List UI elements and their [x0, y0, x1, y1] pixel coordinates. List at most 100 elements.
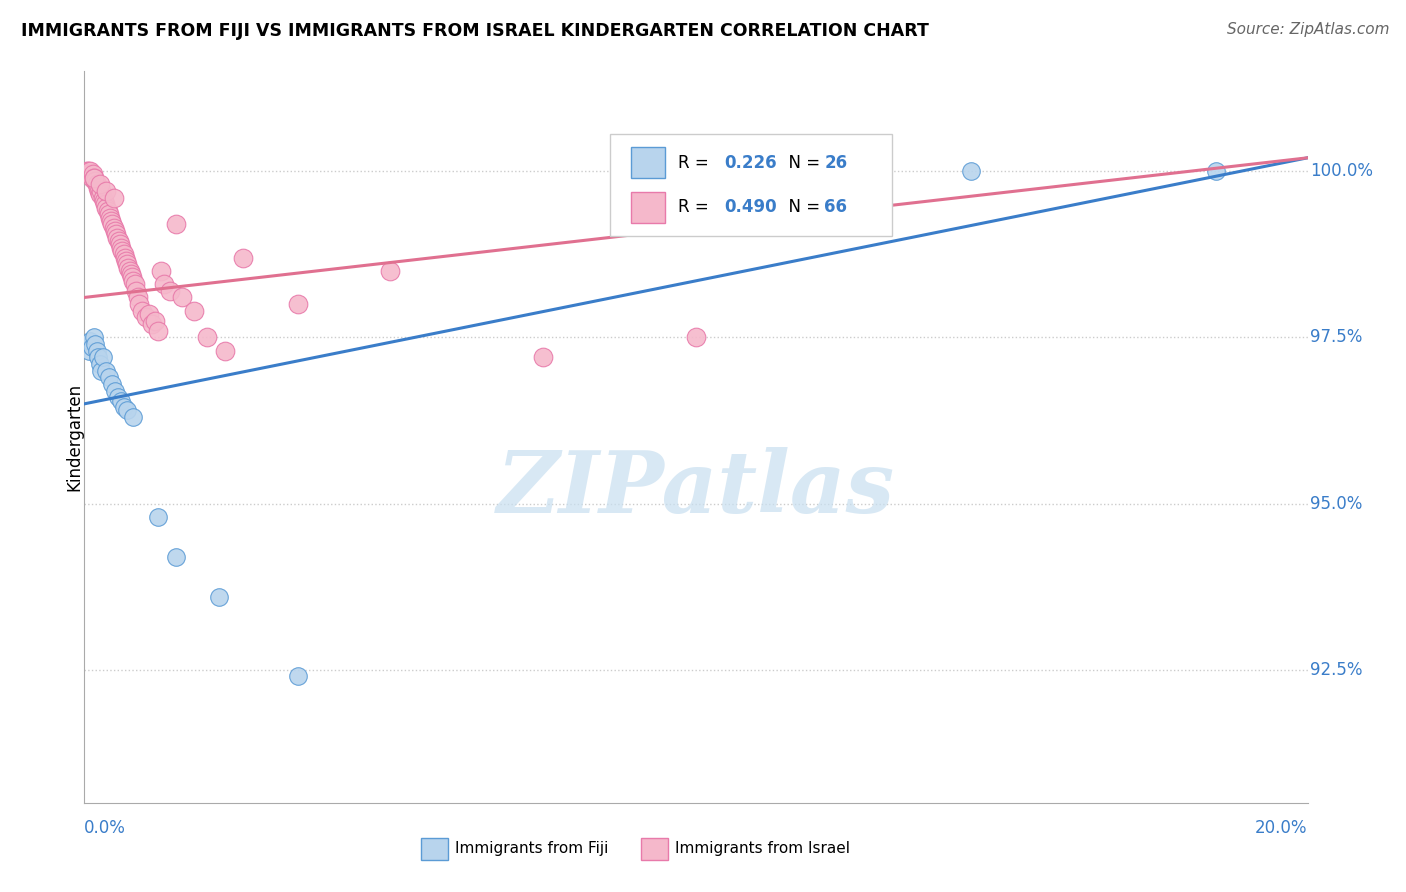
Y-axis label: Kindergarten: Kindergarten: [65, 383, 83, 491]
Point: [110, 393, 132, 408]
Point: [83, 170, 105, 185]
Point: [79, 334, 101, 348]
Point: [80, 340, 103, 354]
Point: [112, 400, 135, 414]
Point: [86, 178, 108, 192]
Text: Immigrants from Fiji: Immigrants from Fiji: [456, 841, 609, 856]
Point: [103, 191, 125, 205]
Point: [138, 307, 160, 321]
Text: N =: N =: [778, 153, 825, 172]
Point: [89, 357, 111, 371]
Point: [104, 384, 127, 398]
Point: [153, 277, 176, 292]
Text: 92.5%: 92.5%: [1310, 661, 1362, 679]
Point: [120, 267, 142, 281]
Point: [287, 669, 309, 683]
Point: [159, 284, 181, 298]
Point: [98, 211, 121, 225]
Point: [96, 201, 118, 215]
Text: N =: N =: [778, 198, 825, 217]
Text: 26: 26: [824, 153, 848, 172]
Point: [93, 194, 115, 208]
Point: [83, 170, 105, 185]
Point: [89, 178, 111, 192]
Point: [87, 184, 110, 198]
Point: [380, 264, 402, 278]
Point: [124, 277, 146, 292]
Point: [105, 227, 128, 242]
Point: [131, 303, 153, 318]
Point: [94, 184, 117, 198]
Point: [84, 337, 107, 351]
Text: IMMIGRANTS FROM FIJI VS IMMIGRANTS FROM ISRAEL KINDERGARTEN CORRELATION CHART: IMMIGRANTS FROM FIJI VS IMMIGRANTS FROM …: [21, 22, 929, 40]
FancyBboxPatch shape: [420, 838, 447, 860]
Text: Immigrants from Israel: Immigrants from Israel: [675, 841, 851, 856]
Text: ZIPatlas: ZIPatlas: [496, 447, 896, 530]
Point: [531, 351, 554, 365]
Point: [76, 164, 98, 178]
Point: [146, 509, 169, 524]
Text: 66: 66: [824, 198, 848, 217]
Point: [146, 324, 169, 338]
Point: [79, 164, 101, 178]
FancyBboxPatch shape: [631, 192, 665, 223]
Point: [172, 290, 194, 304]
Point: [141, 317, 163, 331]
Point: [94, 363, 117, 377]
Point: [149, 264, 172, 278]
Text: 0.490: 0.490: [724, 198, 776, 217]
Text: 20.0%: 20.0%: [1256, 820, 1308, 838]
Point: [86, 343, 108, 358]
Point: [685, 330, 707, 344]
FancyBboxPatch shape: [641, 838, 668, 860]
Point: [143, 314, 166, 328]
Point: [122, 410, 145, 425]
Text: 95.0%: 95.0%: [1310, 494, 1362, 513]
Text: 97.5%: 97.5%: [1310, 328, 1362, 346]
Text: 0.0%: 0.0%: [84, 820, 127, 838]
Point: [76, 337, 98, 351]
Point: [89, 187, 111, 202]
Text: R =: R =: [678, 198, 714, 217]
FancyBboxPatch shape: [631, 147, 665, 178]
Point: [84, 174, 107, 188]
Point: [118, 264, 141, 278]
Point: [232, 251, 254, 265]
Point: [214, 343, 236, 358]
Point: [77, 343, 100, 358]
Point: [960, 164, 983, 178]
FancyBboxPatch shape: [610, 134, 891, 235]
Point: [97, 370, 120, 384]
Point: [91, 351, 114, 365]
Point: [195, 330, 218, 344]
Text: 100.0%: 100.0%: [1310, 162, 1374, 180]
Point: [103, 220, 125, 235]
Point: [1205, 164, 1227, 178]
Point: [128, 297, 150, 311]
Point: [115, 403, 138, 417]
Point: [83, 330, 105, 344]
Point: [77, 168, 100, 182]
Point: [90, 184, 112, 198]
Point: [97, 207, 120, 221]
Point: [77, 164, 100, 178]
Point: [135, 310, 157, 325]
Point: [90, 363, 112, 377]
Point: [287, 297, 309, 311]
Point: [101, 217, 124, 231]
Point: [121, 270, 143, 285]
Point: [127, 290, 149, 304]
Point: [91, 191, 114, 205]
Point: [97, 204, 120, 219]
Point: [115, 257, 138, 271]
Point: [107, 234, 129, 248]
Point: [110, 241, 132, 255]
Text: Source: ZipAtlas.com: Source: ZipAtlas.com: [1226, 22, 1389, 37]
Point: [111, 244, 134, 258]
Point: [80, 170, 103, 185]
Point: [104, 224, 127, 238]
Point: [100, 214, 122, 228]
Point: [105, 230, 128, 244]
Point: [94, 197, 117, 211]
Point: [165, 549, 187, 564]
